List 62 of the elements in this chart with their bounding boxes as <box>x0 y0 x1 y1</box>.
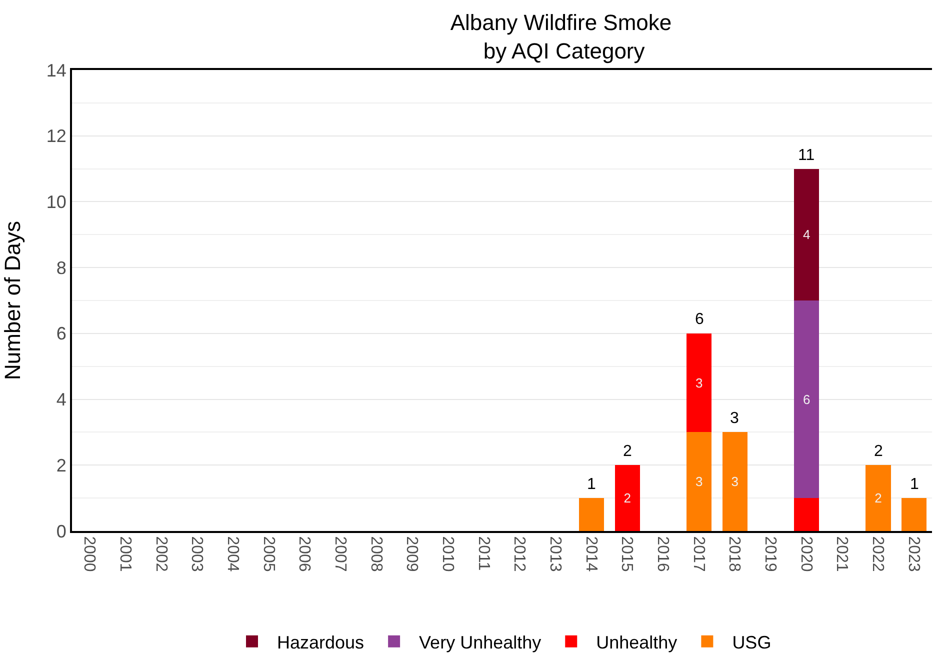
total-label: 2 <box>874 443 883 460</box>
y-tick-label: 4 <box>56 390 66 410</box>
data-label: 3 <box>695 474 703 490</box>
x-tick-label: 2001 <box>116 536 134 572</box>
total-label: 2 <box>623 443 632 460</box>
y-axis-title: Number of Days <box>0 221 25 380</box>
bar <box>794 300 820 498</box>
x-tick-label: 2019 <box>762 536 779 572</box>
bar <box>722 432 748 531</box>
bar <box>794 498 820 531</box>
y-tick-label: 12 <box>46 126 66 146</box>
data-label: 3 <box>695 375 703 390</box>
y-tick-label: 0 <box>56 521 66 542</box>
data-label: 2 <box>874 490 882 506</box>
legend-label: USG <box>732 632 772 652</box>
bar <box>579 498 604 531</box>
total-label: 3 <box>730 410 739 427</box>
legend-label: Hazardous <box>277 632 364 652</box>
x-tick-label: 2009 <box>403 536 420 572</box>
x-tick-label: 2003 <box>188 536 206 572</box>
x-tick-label: 2018 <box>726 536 743 572</box>
x-tick-label: 2013 <box>546 536 564 572</box>
x-tick-label: 2006 <box>296 536 313 572</box>
x-tick-label: 2014 <box>582 536 600 572</box>
x-tick-label: 2022 <box>869 536 886 572</box>
total-label: 6 <box>695 311 704 328</box>
x-tick-label: 2010 <box>439 536 456 572</box>
data-label: 2 <box>624 490 632 506</box>
bar <box>686 333 712 432</box>
total-label: 11 <box>798 147 815 164</box>
x-tick-label: 2017 <box>690 536 707 572</box>
x-tick-label: 2020 <box>797 536 814 572</box>
x-tick-label: 2004 <box>224 536 242 572</box>
y-tick-label: 6 <box>56 324 66 344</box>
total-label: 1 <box>910 476 919 493</box>
bar <box>614 465 640 531</box>
y-tick-label: 10 <box>46 192 66 212</box>
x-tick-label: 2011 <box>474 536 492 571</box>
x-tick-label: 2015 <box>618 536 636 572</box>
y-tick-label: 8 <box>56 258 66 278</box>
x-tick-label: 2005 <box>260 536 277 572</box>
data-label: 3 <box>731 474 739 490</box>
x-tick-label: 2007 <box>332 536 349 572</box>
x-tick-label: 2008 <box>367 536 384 572</box>
x-tick-label: 2016 <box>654 536 672 572</box>
total-label: 1 <box>587 476 596 493</box>
x-tick-label: 2002 <box>152 536 170 572</box>
chart-title: Albany Wildfire Smoke by AQI Category <box>450 10 672 64</box>
x-tick-label: 2021 <box>833 536 850 572</box>
legend-label: Unhealthy <box>596 632 678 652</box>
x-tick-label: 2023 <box>904 536 922 572</box>
x-tick-label: 2012 <box>510 536 528 572</box>
data-label: 4 <box>802 227 810 242</box>
bar <box>686 432 712 531</box>
legend-label: Very Unhealthy <box>419 632 542 652</box>
y-tick-label: 2 <box>56 455 66 476</box>
x-tick-label: 2000 <box>80 536 98 572</box>
bar <box>794 168 820 300</box>
y-tick-label: 14 <box>46 60 66 80</box>
data-label: 6 <box>802 392 810 407</box>
bar <box>902 498 927 531</box>
bar <box>866 465 891 531</box>
